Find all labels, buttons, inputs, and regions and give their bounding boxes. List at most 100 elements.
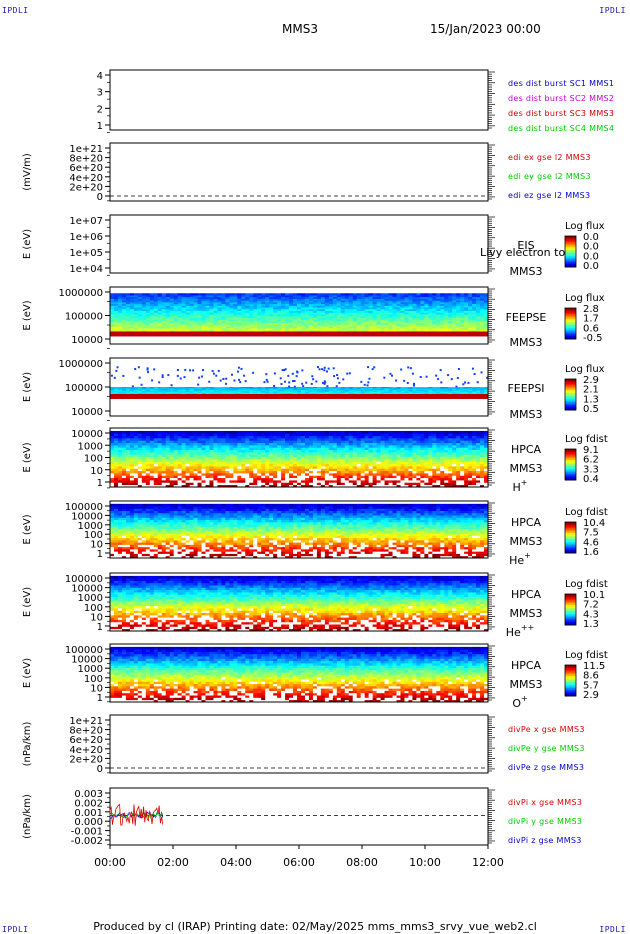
- spectrogram-cell: [249, 392, 254, 394]
- spectrogram-cell: [464, 293, 469, 296]
- spectrogram-cell: [324, 296, 330, 299]
- spectrogram-cell: [388, 321, 393, 324]
- spectrogram-cell: [416, 310, 421, 313]
- spectrogram-cell: [293, 390, 298, 392]
- spectrogram-cell: [324, 392, 330, 394]
- spectrogram-cell: [364, 315, 370, 318]
- spectrogram-cell: [420, 298, 425, 301]
- spectrogram-cell: [464, 307, 469, 310]
- spectrogram-cell: [145, 326, 151, 329]
- spectrogram-cell: [468, 308, 473, 312]
- spectrogram-cell: [217, 387, 222, 388]
- spectrogram-cell: [265, 315, 270, 318]
- spectrogram-cell: [213, 312, 218, 315]
- spectrogram-cell: [392, 303, 397, 306]
- spectrogram-cell: [269, 300, 274, 303]
- spectrogram-cell: [245, 314, 250, 317]
- feepsi-speckle: [266, 380, 269, 383]
- spectrogram-cell: [348, 312, 354, 315]
- spectrogram-cell: [197, 327, 202, 331]
- spectrogram-cell: [400, 295, 405, 298]
- spectrogram-cell: [324, 391, 330, 393]
- spectrogram-cell: [153, 324, 159, 327]
- spectrogram-cell: [137, 308, 143, 312]
- spectrogram-cell: [189, 326, 194, 329]
- spectrogram-cell: [460, 319, 465, 322]
- spectrogram-cell: [344, 319, 350, 322]
- spectrogram-cell: [185, 390, 190, 392]
- spectrogram-cell: [281, 392, 286, 394]
- spectrogram-cell: [368, 324, 374, 327]
- spectrogram-cell: [448, 387, 453, 388]
- spectrogram-cell: [173, 293, 179, 296]
- colorbar-segment: [565, 265, 576, 268]
- y-tick-label: 10000: [71, 335, 103, 346]
- spectrogram-cell: [173, 319, 179, 322]
- spectrogram-cell: [308, 315, 314, 318]
- spectrogram-cell: [396, 390, 401, 392]
- spectrogram-cell: [193, 326, 198, 329]
- spectrogram-cell: [452, 314, 457, 317]
- spectrogram-cell: [336, 295, 342, 298]
- colorbar-segment: [565, 259, 576, 262]
- spectrogram-cell: [221, 391, 226, 393]
- spectrogram-cell: [460, 329, 465, 332]
- spectrogram-cell: [384, 301, 389, 305]
- feepsi-speckle: [366, 384, 369, 387]
- spectrogram-cell: [297, 391, 302, 393]
- spectrogram-cell: [312, 390, 318, 392]
- spectrogram-cell: [165, 324, 171, 327]
- spectrogram-cell: [476, 391, 481, 392]
- spectrogram-cell: [233, 305, 238, 308]
- spectrogram-cell: [388, 303, 393, 306]
- spectrogram-cell: [297, 390, 302, 392]
- spectrogram-cell: [392, 393, 397, 394]
- spectrogram-cell: [225, 327, 230, 331]
- feepsi-speckle: [283, 380, 286, 383]
- feepsi-speckle: [305, 381, 308, 384]
- spectrogram-cell: [380, 301, 385, 305]
- spectrogram-cell: [332, 391, 338, 393]
- spectrogram-cell: [189, 392, 194, 394]
- spectrogram-cell: [281, 298, 286, 301]
- spectrogram-cell: [273, 307, 278, 310]
- spectrogram-cell: [432, 329, 437, 332]
- spectrogram-cell: [257, 392, 262, 394]
- spectrogram-cell: [384, 327, 389, 331]
- spectrogram-cell: [400, 393, 405, 394]
- spectrogram-cell: [472, 327, 477, 331]
- spectrogram-cell: [484, 307, 489, 310]
- feepsi-speckle: [231, 373, 234, 376]
- spectrogram-cell: [376, 317, 381, 320]
- feepsi-speckle: [116, 366, 119, 369]
- spectrogram-cell: [456, 317, 461, 320]
- spectrogram-cell: [285, 312, 290, 315]
- spectrogram-cell: [416, 390, 421, 392]
- spectrogram-cell: [245, 392, 250, 394]
- spectrogram-cell: [281, 296, 286, 299]
- spectrogram-cell: [153, 389, 159, 391]
- spectrogram-cell: [380, 296, 385, 299]
- spectrogram-cell: [137, 322, 143, 325]
- spectrogram-cell: [364, 390, 370, 392]
- spectrogram-cell: [153, 329, 159, 332]
- spectrogram-cell: [476, 308, 481, 312]
- feepsi-speckle: [301, 369, 304, 372]
- spectrogram-cell: [360, 321, 366, 324]
- spectrogram-cell: [297, 324, 302, 327]
- spectrogram-cell: [484, 391, 489, 393]
- spectrogram-cell: [412, 327, 417, 331]
- spectrogram-cell: [245, 300, 250, 303]
- spectrogram-cell: [304, 319, 310, 322]
- spectrogram-cell: [297, 322, 302, 325]
- spectrogram-cell: [185, 319, 190, 322]
- spectrogram-cell: [185, 315, 190, 318]
- spectrogram-cell: [173, 300, 179, 303]
- spectrogram-cell: [285, 326, 290, 329]
- spectrogram-cell: [388, 300, 393, 303]
- spectrogram-cell: [173, 393, 179, 394]
- spectrogram-cell: [340, 391, 346, 393]
- spectrogram-cell: [145, 391, 151, 393]
- spectrogram-cell: [420, 315, 425, 318]
- spectrogram-cell: [265, 393, 270, 394]
